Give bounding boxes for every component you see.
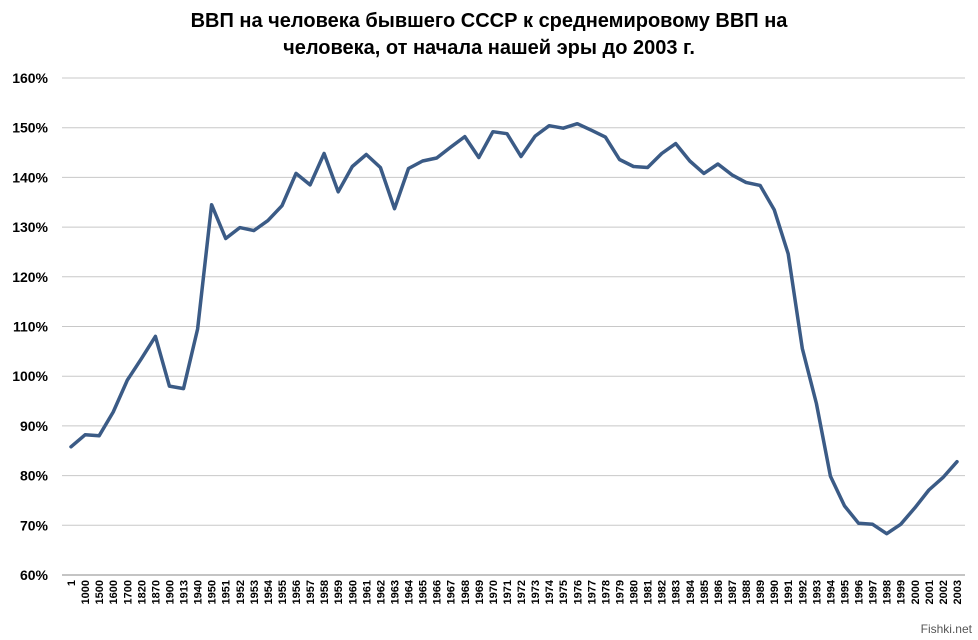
x-tick-label: 1987 bbox=[727, 580, 739, 604]
x-tick-label: 1975 bbox=[558, 580, 570, 604]
x-tick-label: 1962 bbox=[375, 580, 387, 604]
x-tick-label: 1969 bbox=[474, 580, 486, 604]
x-tick-label: 1995 bbox=[839, 580, 851, 604]
x-tick-label: 1964 bbox=[404, 579, 416, 604]
x-tick-label: 1965 bbox=[418, 580, 430, 604]
x-tick-label: 1953 bbox=[249, 580, 261, 604]
chart-title-line-2: человека, от начала нашей эры до 2003 г. bbox=[283, 37, 695, 59]
x-tick-label: 1954 bbox=[263, 579, 275, 604]
y-tick-label: 70% bbox=[20, 517, 49, 533]
chart-title: ВВП на человека бывшего СССР к среднемир… bbox=[0, 8, 978, 62]
x-tick-label: 1979 bbox=[614, 580, 626, 604]
x-tick-label: 1974 bbox=[544, 579, 556, 604]
x-tick-label: 1983 bbox=[671, 580, 683, 604]
x-tick-label: 1000 bbox=[80, 580, 92, 604]
x-tick-label: 1952 bbox=[235, 580, 247, 604]
x-tick-label: 1988 bbox=[741, 580, 753, 604]
x-tick-label: 1940 bbox=[193, 580, 205, 604]
series-line bbox=[69, 121, 959, 536]
y-tick-label: 80% bbox=[20, 468, 49, 484]
x-tick-label: 1958 bbox=[319, 580, 331, 604]
x-tick-label: 2002 bbox=[938, 580, 950, 604]
x-tick-label: 1600 bbox=[108, 580, 120, 604]
y-tick-label: 130% bbox=[12, 219, 48, 235]
y-tick-label: 140% bbox=[12, 169, 48, 185]
x-tick-label: 1973 bbox=[530, 580, 542, 604]
x-tick-label: 1984 bbox=[685, 579, 697, 604]
y-tick-label: 60% bbox=[20, 567, 49, 583]
x-tick-label: 1985 bbox=[699, 580, 711, 604]
x-tick-label: 1993 bbox=[811, 580, 823, 604]
x-tick-label: 1976 bbox=[572, 580, 584, 604]
x-tick-label: 1997 bbox=[868, 580, 880, 604]
x-tick-label: 1956 bbox=[291, 580, 303, 604]
x-tick-label: 1913 bbox=[179, 580, 191, 604]
x-tick-label: 1990 bbox=[769, 580, 781, 604]
x-tick-label: 1870 bbox=[150, 580, 162, 604]
y-tick-label: 120% bbox=[12, 269, 48, 285]
x-tick-label: 1977 bbox=[586, 580, 598, 604]
x-axis-ticks: 1 1000 1500 1600 1700 1820 1870 1900 1913 1940 195… bbox=[66, 579, 964, 604]
x-tick-label: 1957 bbox=[305, 580, 317, 604]
x-tick-label: 1967 bbox=[446, 580, 458, 604]
gridlines bbox=[62, 77, 965, 576]
x-tick-label: 2003 bbox=[952, 580, 964, 604]
y-axis-ticks: 60% 70% 80% 90% 100% 110% 120% 130% 140% 150% 160% bbox=[12, 70, 48, 583]
x-tick-label: 1966 bbox=[432, 580, 444, 604]
x-tick-label: 1970 bbox=[488, 580, 500, 604]
x-tick-label: 1820 bbox=[136, 580, 148, 604]
x-tick-label: 1991 bbox=[783, 580, 795, 604]
x-tick-label: 1900 bbox=[164, 580, 176, 604]
chart-title-line-1: ВВП на человека бывшего СССР к среднемир… bbox=[190, 10, 788, 32]
watermark: Fishki.net bbox=[920, 622, 972, 636]
x-tick-label: 1981 bbox=[643, 580, 655, 604]
x-tick-label: 1978 bbox=[600, 580, 612, 604]
x-tick-label: 1986 bbox=[713, 580, 725, 604]
x-tick-label: 1 bbox=[66, 580, 78, 586]
x-tick-label: 1980 bbox=[629, 580, 641, 604]
x-tick-label: 1961 bbox=[361, 580, 373, 604]
x-tick-label: 1950 bbox=[207, 580, 219, 604]
x-tick-label: 2000 bbox=[910, 580, 922, 604]
x-tick-label: 1989 bbox=[755, 580, 767, 604]
x-tick-label: 1968 bbox=[460, 580, 472, 604]
x-tick-label: 1960 bbox=[347, 580, 359, 604]
x-tick-label: 1972 bbox=[516, 580, 528, 604]
x-tick-label: 1500 bbox=[94, 580, 106, 604]
y-tick-label: 160% bbox=[12, 70, 48, 86]
y-tick-label: 110% bbox=[13, 319, 49, 335]
x-tick-label: 1999 bbox=[896, 580, 908, 604]
x-tick-label: 1998 bbox=[882, 580, 894, 604]
x-tick-label: 1955 bbox=[277, 580, 289, 604]
x-tick-label: 1971 bbox=[502, 580, 514, 604]
x-tick-label: 2001 bbox=[924, 580, 936, 604]
x-tick-label: 1992 bbox=[797, 580, 809, 604]
x-tick-label: 1959 bbox=[333, 580, 345, 604]
y-tick-label: 90% bbox=[20, 418, 49, 434]
x-tick-label: 1963 bbox=[389, 580, 401, 604]
x-tick-label: 1700 bbox=[122, 580, 134, 604]
x-tick-label: 1982 bbox=[657, 580, 669, 604]
y-tick-label: 150% bbox=[12, 120, 48, 136]
x-tick-label: 1996 bbox=[854, 580, 866, 604]
x-tick-label: 1951 bbox=[221, 580, 233, 604]
y-tick-label: 100% bbox=[12, 368, 48, 384]
x-tick-label: 1994 bbox=[825, 579, 837, 604]
